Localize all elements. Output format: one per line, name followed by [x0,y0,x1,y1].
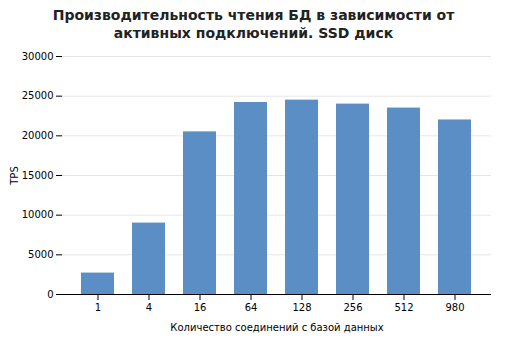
svg-text:980: 980 [445,302,464,313]
svg-text:5000: 5000 [28,249,53,260]
html-text:Производительность чтения БД в: Производительность чтения БД в зависимос… [52,7,455,42]
svg-text:4: 4 [146,302,152,313]
svg-text:128: 128 [292,302,311,313]
svg-text:512: 512 [394,302,413,313]
svg-text:10000: 10000 [22,210,54,221]
svg-text:30000: 30000 [22,51,54,62]
svg-text:15000: 15000 [22,170,54,181]
svg-text:256: 256 [343,302,362,313]
svg-text:Количество соединений с базой: Количество соединений с базой данных [170,322,383,333]
svg-text:20000: 20000 [22,130,54,141]
svg-text:64: 64 [245,302,258,313]
svg-text:1: 1 [95,302,101,313]
svg-text:16: 16 [194,302,207,313]
svg-text:0: 0 [47,289,53,300]
svg-text:TPS: TPS [9,167,20,187]
svg-text:25000: 25000 [22,91,54,102]
